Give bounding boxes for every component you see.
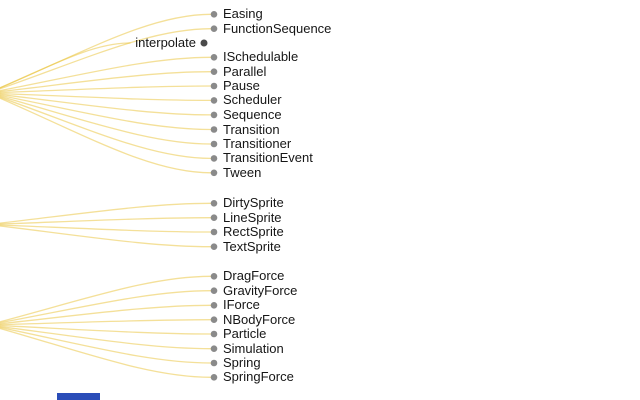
node-label-TextSprite[interactable]: TextSprite xyxy=(223,238,281,254)
class-node-dot-NBodyForce[interactable] xyxy=(210,316,218,324)
node-label-Easing[interactable]: Easing xyxy=(223,6,263,22)
class-node-dot-Particle[interactable] xyxy=(210,330,218,338)
edge-curve xyxy=(0,217,212,225)
class-node-dot-DragForce[interactable] xyxy=(210,273,218,280)
class-node-dot-Parallel[interactable] xyxy=(210,68,218,75)
node-label-Particle[interactable]: Particle xyxy=(223,326,267,341)
package-node-dot-interpolate[interactable] xyxy=(200,39,208,47)
blue-bar-fragment xyxy=(57,393,100,400)
node-label-GravityForce[interactable]: GravityForce xyxy=(223,282,298,298)
class-node-dot-LineSprite[interactable] xyxy=(210,214,218,221)
class-node-dot-Tween[interactable] xyxy=(210,169,218,177)
node-label-NBodyForce[interactable]: NBodyForce xyxy=(223,311,296,327)
edge-curve xyxy=(0,93,212,116)
edge-curve xyxy=(0,326,212,364)
edge-curve xyxy=(0,94,212,131)
node-label-TransitionEvent[interactable]: TransitionEvent xyxy=(223,150,313,166)
edge-curve xyxy=(0,304,212,325)
node-label-DirtySprite[interactable]: DirtySprite xyxy=(223,195,284,211)
class-node-dot-Sequence[interactable] xyxy=(210,111,218,119)
edge-curve xyxy=(0,327,212,378)
edge-curve xyxy=(0,13,212,89)
class-node-dot-Easing[interactable] xyxy=(210,11,218,18)
edge-curve xyxy=(0,56,212,92)
edge-curve xyxy=(0,224,212,233)
edge-curve xyxy=(0,290,212,324)
node-dot-group xyxy=(200,11,218,381)
edge-curve xyxy=(0,95,212,145)
node-label-Simulation[interactable]: Simulation xyxy=(223,340,284,356)
class-node-dot-Simulation[interactable] xyxy=(210,345,218,353)
class-node-dot-IForce[interactable] xyxy=(210,302,218,309)
node-label-IForce[interactable]: IForce xyxy=(223,297,260,313)
class-node-dot-Transitioner[interactable] xyxy=(210,140,218,148)
edge-curve xyxy=(0,42,131,89)
edge-curve xyxy=(0,96,212,160)
edge-curve xyxy=(0,92,212,102)
node-label-Parallel[interactable]: Parallel xyxy=(223,63,267,79)
edge-curve xyxy=(0,325,212,350)
node-label-interpolate[interactable]: interpolate xyxy=(135,35,196,50)
node-label-Spring[interactable]: Spring xyxy=(223,355,261,370)
class-node-dot-Transition[interactable] xyxy=(210,126,218,133)
edge-curve xyxy=(0,319,212,326)
node-label-Sequence[interactable]: Sequence xyxy=(223,106,282,122)
class-node-dot-DirtySprite[interactable] xyxy=(210,200,218,207)
edge-group xyxy=(0,13,212,378)
class-node-dot-Scheduler[interactable] xyxy=(210,97,218,104)
node-label-Scheduler[interactable]: Scheduler xyxy=(223,92,282,108)
node-label-DragForce[interactable]: DragForce xyxy=(223,268,285,284)
class-node-dot-Spring[interactable] xyxy=(210,359,218,367)
node-label-RectSprite[interactable]: RectSprite xyxy=(223,224,284,239)
node-label-LineSprite[interactable]: LineSprite xyxy=(223,209,282,225)
node-label-FunctionSequence[interactable]: FunctionSequence xyxy=(223,20,332,36)
class-node-dot-FunctionSequence[interactable] xyxy=(210,25,218,32)
edge-curve xyxy=(0,97,212,174)
edge-curve xyxy=(0,275,212,323)
node-label-Transition[interactable]: Transition xyxy=(223,121,280,137)
edge-curve xyxy=(0,85,212,94)
class-node-dot-GravityForce[interactable] xyxy=(210,287,218,295)
edge-curve xyxy=(0,71,212,93)
edge-curve xyxy=(0,324,212,335)
node-label-ISchedulable[interactable]: ISchedulable xyxy=(223,49,299,65)
class-node-dot-Pause[interactable] xyxy=(210,82,218,90)
class-node-dot-RectSprite[interactable] xyxy=(210,228,218,236)
node-label-SpringForce[interactable]: SpringForce xyxy=(223,369,294,385)
edge-curve xyxy=(0,225,212,248)
class-node-dot-SpringForce[interactable] xyxy=(210,374,218,381)
class-node-dot-TransitionEvent[interactable] xyxy=(210,155,218,162)
edge-curve xyxy=(0,202,212,224)
node-label-Transitioner[interactable]: Transitioner xyxy=(223,136,292,151)
node-label-Tween[interactable]: Tween xyxy=(223,164,262,180)
class-node-dot-TextSprite[interactable] xyxy=(210,243,218,250)
node-label-Pause[interactable]: Pause xyxy=(223,78,260,93)
edge-curve xyxy=(0,28,212,90)
class-node-dot-ISchedulable[interactable] xyxy=(210,54,218,61)
